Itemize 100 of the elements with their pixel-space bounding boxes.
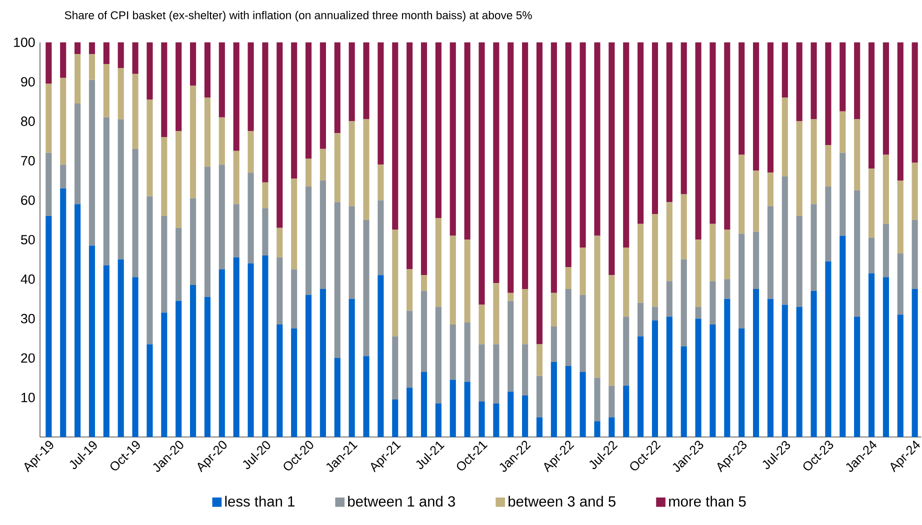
bar	[796, 42, 802, 122]
bar	[738, 42, 745, 155]
bar	[348, 206, 355, 299]
bar	[608, 42, 615, 276]
bar	[868, 42, 875, 169]
bar	[103, 42, 110, 64]
y-tick-label: 90	[21, 77, 35, 87]
bar	[334, 358, 340, 437]
bar	[493, 403, 500, 437]
bar	[854, 316, 860, 437]
bar	[276, 228, 283, 258]
bar	[594, 421, 600, 437]
bar	[420, 42, 428, 276]
bar	[478, 42, 485, 305]
y-tick-label: 70	[21, 156, 35, 166]
bar	[810, 119, 817, 204]
bar	[882, 277, 889, 437]
bar	[623, 386, 630, 437]
bar	[623, 316, 630, 386]
bar	[248, 263, 254, 437]
bar	[450, 42, 456, 236]
bar	[363, 356, 370, 437]
bar	[204, 296, 210, 437]
bar	[132, 277, 138, 437]
bar	[796, 216, 802, 307]
bar	[464, 382, 470, 437]
bar	[248, 42, 254, 132]
bar	[248, 172, 254, 264]
bar	[680, 346, 687, 437]
bar	[767, 298, 774, 437]
bar	[840, 236, 846, 437]
bar	[60, 188, 66, 437]
bar	[550, 326, 557, 362]
bar	[218, 269, 225, 437]
bar	[348, 42, 355, 122]
bar	[348, 121, 355, 206]
bar	[435, 218, 442, 307]
bar	[291, 328, 298, 437]
bar	[190, 86, 196, 198]
bar	[508, 42, 514, 293]
bar	[88, 54, 96, 80]
bar	[305, 186, 312, 295]
bar	[652, 42, 658, 214]
bar	[536, 376, 543, 418]
bar	[378, 164, 384, 200]
bar	[450, 324, 456, 380]
bar	[738, 234, 745, 328]
bar	[796, 306, 802, 437]
bar	[493, 283, 500, 344]
bar	[478, 401, 485, 437]
bar	[782, 42, 788, 98]
bar	[118, 68, 124, 120]
bar	[522, 288, 528, 344]
bar	[695, 318, 702, 437]
bar	[334, 42, 340, 134]
bar	[363, 42, 370, 120]
bar	[392, 336, 398, 400]
bar	[868, 273, 875, 437]
bar	[825, 261, 832, 437]
bar	[840, 111, 846, 153]
bar	[464, 322, 470, 382]
bar	[118, 259, 124, 437]
bar	[103, 265, 110, 437]
bar	[305, 158, 312, 186]
bar	[132, 42, 138, 74]
bar	[291, 269, 298, 328]
bar	[810, 290, 817, 437]
bar	[710, 281, 716, 325]
bar	[190, 42, 196, 86]
bar	[710, 324, 716, 437]
bar	[912, 162, 918, 220]
bar	[666, 281, 672, 317]
bar	[262, 208, 268, 256]
y-tick-label: 30	[20, 314, 35, 324]
bar	[132, 148, 138, 278]
bar	[796, 121, 802, 216]
bar	[565, 42, 572, 268]
bar	[103, 64, 110, 118]
bar	[406, 42, 413, 270]
bar	[882, 224, 889, 278]
bar	[161, 137, 168, 216]
bar	[753, 288, 760, 437]
bar	[565, 366, 572, 437]
chart-title: Share of CPI basket (ex-shelter) with inflation (on annualized three month baiss) at above 5%	[64, 10, 532, 22]
bar	[406, 388, 413, 437]
bar	[146, 196, 153, 344]
bar	[204, 166, 210, 297]
bar	[74, 104, 81, 204]
bar	[435, 403, 442, 437]
bar	[60, 42, 66, 78]
bar	[594, 42, 600, 236]
bar	[378, 275, 384, 437]
bar	[378, 200, 384, 276]
bar	[608, 417, 615, 437]
bar	[840, 42, 846, 112]
bar	[118, 42, 124, 68]
y-tick-label: 10	[21, 392, 35, 402]
bar	[710, 42, 716, 224]
bar	[508, 292, 514, 301]
bar	[60, 78, 66, 165]
